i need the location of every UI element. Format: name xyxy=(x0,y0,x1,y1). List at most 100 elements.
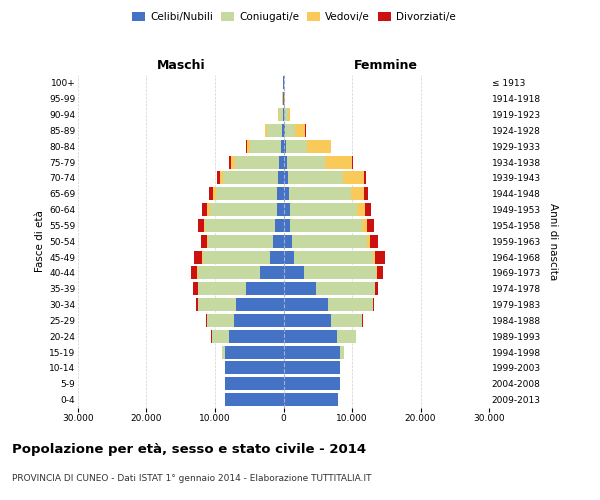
Bar xyxy=(202,203,208,216)
Bar xyxy=(198,266,260,280)
Bar xyxy=(246,140,247,152)
Bar xyxy=(289,188,350,200)
Bar xyxy=(224,362,225,374)
Bar xyxy=(282,124,284,137)
Bar xyxy=(207,235,208,248)
Bar xyxy=(284,250,295,264)
Bar xyxy=(284,266,304,280)
Bar xyxy=(201,235,207,248)
Bar xyxy=(229,330,284,342)
Legend: Celibi/Nubili, Coniugati/e, Vedovi/e, Divorziati/e: Celibi/Nubili, Coniugati/e, Vedovi/e, Di… xyxy=(128,8,460,26)
Bar xyxy=(225,378,284,390)
Text: Maschi: Maschi xyxy=(157,59,205,72)
Text: Popolazione per età, sesso e stato civile - 2014: Popolazione per età, sesso e stato civil… xyxy=(12,442,366,456)
Bar xyxy=(284,378,340,390)
Bar xyxy=(205,219,275,232)
Bar xyxy=(284,282,316,295)
Bar xyxy=(273,235,284,248)
Bar xyxy=(198,298,236,311)
Bar xyxy=(295,124,305,137)
Bar xyxy=(284,298,328,311)
Bar xyxy=(209,203,277,216)
Bar xyxy=(357,203,365,216)
Bar xyxy=(373,298,374,311)
Bar xyxy=(194,250,202,264)
Bar xyxy=(191,266,197,280)
Bar xyxy=(203,250,270,264)
Bar xyxy=(362,219,367,232)
Bar xyxy=(325,156,352,168)
Bar xyxy=(204,219,205,232)
Bar xyxy=(343,172,364,184)
Bar xyxy=(284,108,287,121)
Bar xyxy=(212,330,229,342)
Bar xyxy=(267,124,282,137)
Bar xyxy=(284,219,290,232)
Bar xyxy=(250,140,281,152)
Bar xyxy=(367,235,370,248)
Bar xyxy=(286,140,307,152)
Bar xyxy=(278,172,284,184)
Bar xyxy=(236,298,284,311)
Bar xyxy=(284,140,286,152)
Bar xyxy=(376,266,377,280)
Bar xyxy=(340,346,344,358)
Bar xyxy=(278,108,279,121)
Bar xyxy=(225,346,284,358)
Bar xyxy=(307,140,331,152)
Bar xyxy=(370,235,378,248)
Bar xyxy=(246,282,284,295)
Bar xyxy=(202,250,203,264)
Bar xyxy=(350,188,364,200)
Bar xyxy=(284,156,287,168)
Bar xyxy=(234,314,284,327)
Bar xyxy=(275,219,284,232)
Bar xyxy=(304,266,376,280)
Bar xyxy=(222,346,225,358)
Bar xyxy=(284,314,331,327)
Bar xyxy=(365,203,371,216)
Bar xyxy=(208,203,209,216)
Bar xyxy=(290,219,362,232)
Bar xyxy=(331,314,362,327)
Bar xyxy=(209,188,213,200)
Bar xyxy=(208,235,273,248)
Bar xyxy=(281,140,284,152)
Bar xyxy=(364,172,367,184)
Bar xyxy=(316,282,374,295)
Bar xyxy=(265,124,267,137)
Bar xyxy=(375,282,379,295)
Bar xyxy=(364,188,368,200)
Bar xyxy=(198,282,246,295)
Bar xyxy=(352,156,353,168)
Bar xyxy=(287,108,290,121)
Y-axis label: Fasce di età: Fasce di età xyxy=(35,210,45,272)
Bar xyxy=(247,140,250,152)
Bar xyxy=(284,393,338,406)
Bar xyxy=(288,172,343,184)
Bar xyxy=(223,172,278,184)
Bar xyxy=(279,108,283,121)
Bar xyxy=(287,156,325,168)
Y-axis label: Anni di nascita: Anni di nascita xyxy=(548,202,557,280)
Bar xyxy=(284,330,337,342)
Bar xyxy=(284,124,285,137)
Bar xyxy=(284,172,288,184)
Bar xyxy=(284,188,289,200)
Bar xyxy=(367,219,374,232)
Bar xyxy=(277,188,284,200)
Bar xyxy=(220,172,223,184)
Bar xyxy=(225,393,284,406)
Bar xyxy=(290,203,357,216)
Bar xyxy=(277,203,284,216)
Bar xyxy=(235,156,280,168)
Bar xyxy=(284,203,290,216)
Bar xyxy=(328,298,373,311)
Bar xyxy=(217,172,220,184)
Bar xyxy=(193,282,197,295)
Text: PROVINCIA DI CUNEO - Dati ISTAT 1° gennaio 2014 - Elaborazione TUTTITALIA.IT: PROVINCIA DI CUNEO - Dati ISTAT 1° genna… xyxy=(12,474,371,483)
Bar xyxy=(373,250,374,264)
Bar xyxy=(213,188,215,200)
Bar xyxy=(285,124,295,137)
Bar xyxy=(377,266,383,280)
